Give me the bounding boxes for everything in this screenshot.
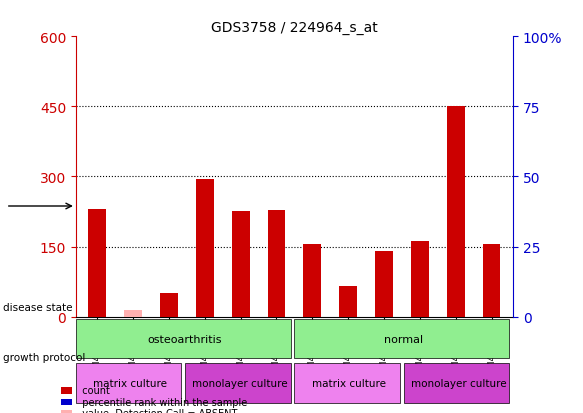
Text: matrix culture: matrix culture <box>93 378 167 388</box>
Bar <box>375 252 393 317</box>
Bar <box>411 241 429 317</box>
Bar <box>303 244 321 317</box>
Text: monolayer culture: monolayer culture <box>410 378 506 388</box>
Bar <box>160 294 178 317</box>
FancyBboxPatch shape <box>294 319 510 358</box>
Text: osteoarthritis: osteoarthritis <box>148 334 222 344</box>
Bar <box>231 212 250 317</box>
Bar <box>483 244 500 317</box>
Bar <box>447 107 465 317</box>
Bar <box>339 287 357 317</box>
Text: count: count <box>76 385 110 395</box>
Bar <box>196 179 214 317</box>
Text: value, Detection Call = ABSENT: value, Detection Call = ABSENT <box>76 408 237 413</box>
FancyBboxPatch shape <box>403 363 510 403</box>
Text: matrix culture: matrix culture <box>312 378 386 388</box>
Bar <box>89 210 106 317</box>
FancyBboxPatch shape <box>294 363 400 403</box>
FancyBboxPatch shape <box>76 319 291 358</box>
Text: percentile rank within the sample: percentile rank within the sample <box>76 397 247 407</box>
Text: normal: normal <box>384 334 423 344</box>
Title: GDS3758 / 224964_s_at: GDS3758 / 224964_s_at <box>211 21 378 35</box>
Bar <box>268 211 286 317</box>
Text: growth protocol: growth protocol <box>3 352 85 362</box>
FancyBboxPatch shape <box>185 363 291 403</box>
Bar <box>124 310 142 317</box>
FancyBboxPatch shape <box>76 363 181 403</box>
Text: monolayer culture: monolayer culture <box>192 378 287 388</box>
Text: disease state: disease state <box>3 303 72 313</box>
